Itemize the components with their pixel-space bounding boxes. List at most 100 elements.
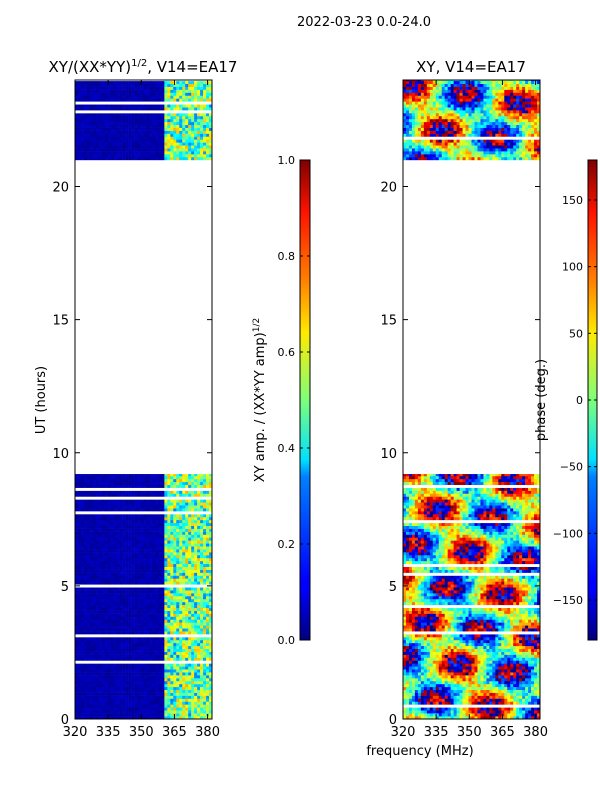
heatmap-cell [209, 554, 212, 559]
heatmap-cell [146, 645, 150, 650]
heatmap-cell [203, 637, 207, 641]
heatmap-cell [104, 511, 109, 515]
heatmap-cell [89, 508, 94, 512]
heatmap-cell [107, 569, 112, 573]
heatmap-cell [161, 566, 165, 570]
heatmap-cell [191, 713, 195, 717]
heatmap-cell [167, 625, 171, 629]
heatmap-cell [149, 683, 153, 688]
heatmap-cell [149, 127, 153, 131]
heatmap-cell [131, 528, 135, 532]
heatmap-cell [116, 678, 120, 682]
heatmap-cell [173, 113, 177, 117]
heatmap-cell [170, 101, 174, 105]
heatmap-cell [107, 613, 112, 617]
heatmap-cell [134, 502, 138, 506]
heatmap-cell [164, 634, 168, 638]
heatmap-cell [200, 593, 204, 597]
heatmap-cell [125, 496, 129, 500]
heatmap-cell [122, 593, 126, 597]
heatmap-cell [137, 508, 141, 512]
heatmap-cell [173, 115, 177, 120]
heatmap-cell [95, 607, 100, 611]
heatmap-cell [104, 639, 109, 644]
heatmap-cell [134, 569, 138, 573]
heatmap-cell [191, 689, 195, 693]
heatmap-cell [167, 669, 171, 673]
heatmap-cell [137, 598, 141, 603]
heatmap-cell [155, 549, 159, 553]
heatmap-cell [185, 642, 189, 647]
heatmap-cell [110, 598, 115, 603]
heatmap-cell [194, 631, 198, 635]
heatmap-cell [113, 660, 117, 664]
heatmap-cell [143, 110, 147, 114]
heatmap-cell [197, 581, 201, 585]
heatmap-cell [179, 139, 183, 143]
heatmap-cell [203, 631, 207, 635]
heatmap-cell [75, 115, 79, 120]
heatmap-cell [92, 657, 97, 661]
heatmap-cell [182, 698, 186, 702]
heatmap-cell [134, 607, 138, 611]
heatmap-cell [143, 130, 147, 134]
heatmap-cell [140, 713, 144, 717]
heatmap-cell [203, 496, 207, 500]
heatmap-cell [176, 540, 180, 544]
heatmap-cell [137, 549, 141, 553]
heatmap-cell [158, 89, 162, 93]
heatmap-cell [176, 145, 180, 149]
heatmap-cell [161, 654, 165, 658]
heatmap-cell [173, 540, 177, 544]
heatmap-cell [134, 549, 138, 553]
heatmap-cell [89, 686, 94, 691]
heatmap-cell [80, 508, 85, 512]
heatmap-cell [77, 663, 82, 667]
heatmap-cell [113, 563, 117, 568]
heatmap-cell [80, 701, 85, 705]
heatmap-cell [134, 101, 138, 105]
heatmap-cell [170, 663, 174, 667]
heatmap-cell [75, 156, 79, 161]
heatmap-cell [110, 104, 115, 108]
heatmap-cell [197, 695, 201, 699]
heatmap-cell [77, 136, 82, 140]
heatmap-cell [158, 118, 162, 123]
heatmap-cell [119, 475, 123, 480]
heatmap-cell [110, 496, 115, 500]
heatmap-cell [125, 707, 129, 711]
heatmap-cell [95, 508, 100, 512]
heatmap-cell [185, 154, 189, 158]
heatmap-cell [95, 537, 100, 541]
heatmap-cell [77, 513, 82, 518]
heatmap-cell [179, 654, 183, 658]
heatmap-cell [143, 145, 147, 149]
heatmap-cell [131, 104, 135, 108]
heatmap-cell [179, 581, 183, 585]
heatmap-cell [75, 704, 79, 708]
heatmap-cell [77, 154, 82, 158]
heatmap-cell [77, 508, 82, 512]
heatmap-cell [182, 522, 186, 526]
heatmap-cell [143, 648, 147, 652]
heatmap-cell [98, 642, 103, 647]
heatmap-cell [107, 578, 112, 582]
heatmap-cell [179, 513, 183, 518]
heatmap-cell [200, 642, 204, 647]
heatmap-cell [140, 113, 144, 117]
heatmap-cell [92, 493, 97, 497]
heatmap-cell [167, 598, 171, 603]
heatmap-cell [194, 549, 198, 553]
heatmap-cell [164, 645, 168, 650]
heatmap-cell [176, 631, 180, 635]
heatmap-cell [75, 557, 79, 562]
heatmap-cell [104, 496, 109, 500]
heatmap-cell [110, 540, 115, 544]
heatmap-cell [75, 89, 79, 93]
heatmap-cell [209, 707, 212, 711]
heatmap-cell [188, 651, 192, 655]
heatmap-cell [125, 110, 129, 114]
heatmap-cell [92, 584, 97, 588]
heatmap-cell [116, 89, 120, 93]
heatmap-cell [92, 552, 97, 556]
